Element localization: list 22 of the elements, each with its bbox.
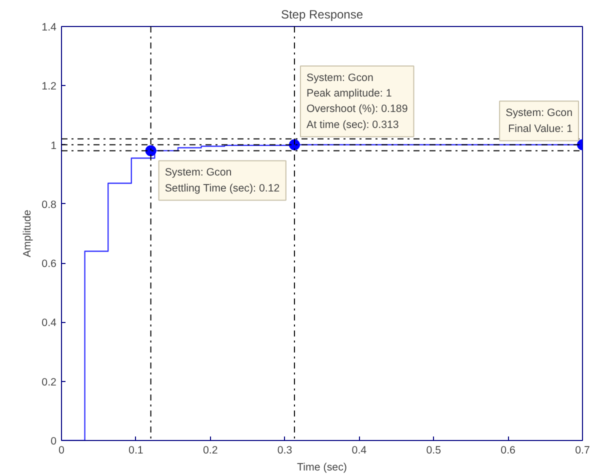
x-tick-label: 0.3 — [277, 444, 292, 456]
y-tick-label: 1.2 — [42, 80, 57, 93]
annotation: System: Gcon Peak amplitude: 1 Overshoot (%): 0.189 At time (sec): 0.313 — [306, 72, 408, 131]
y-axis-title: Amplitude — [22, 210, 34, 258]
y-tick-label: 0.4 — [42, 317, 57, 330]
y-tick-label: 1 — [50, 140, 57, 152]
x-axis-title: Time (sec) — [297, 462, 347, 474]
x-tick-label: 0.2 — [202, 444, 218, 456]
chart-title: Step Response — [280, 8, 364, 22]
y-tick-label: 0.8 — [42, 198, 57, 211]
x-tick-label: 0.4 — [352, 444, 367, 456]
annotation: System: Gcon Settling Time (sec): 0.12 — [164, 166, 280, 194]
y-tick-label: 1.4 — [42, 22, 57, 34]
x-tick-label: 0 — [58, 444, 65, 456]
x-tick-label: 0.7 — [575, 444, 590, 456]
y-tick-label: 0.2 — [42, 376, 57, 388]
x-tick-label: 0.5 — [426, 444, 442, 456]
y-tick-label: 0.6 — [42, 258, 57, 270]
annotation: System: Gcon Final Value: 1 — [506, 107, 573, 135]
x-tick-label: 0.6 — [500, 444, 516, 456]
y-tick-label: 0 — [50, 436, 57, 448]
x-tick-label: 0.1 — [128, 444, 144, 456]
